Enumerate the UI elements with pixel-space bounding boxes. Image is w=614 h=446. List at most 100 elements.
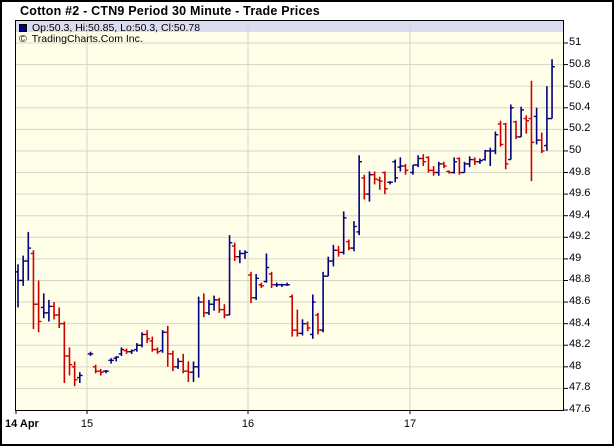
y-axis-label: 49.8 xyxy=(569,165,591,178)
ohlc-bar xyxy=(92,364,99,374)
ohlc-bar xyxy=(154,347,161,354)
ohlc-bar xyxy=(118,347,125,357)
ohlc-bar xyxy=(30,250,37,330)
ohlc-bar xyxy=(25,231,32,281)
ohlc-bar xyxy=(366,171,373,202)
ohlc-bar xyxy=(206,299,212,316)
ohlc-bar xyxy=(356,155,362,236)
ohlc-bar xyxy=(392,159,398,183)
ohlc-bar xyxy=(128,349,135,354)
ohlc-bar xyxy=(201,293,207,318)
y-axis-label: 49.2 xyxy=(569,230,591,243)
ohlc-bar xyxy=(482,149,488,161)
y-axis-label: 48.6 xyxy=(569,295,591,308)
ohlc-bar xyxy=(242,250,248,259)
y-axis-label: 50.8 xyxy=(569,57,591,70)
ohlc-bar xyxy=(190,361,197,382)
x-axis-label: 14 Apr xyxy=(5,418,39,430)
ohlc-bar xyxy=(98,368,104,376)
ohlc-bar xyxy=(268,271,275,289)
ohlc-bar xyxy=(211,295,217,311)
ohlc-bar xyxy=(523,115,530,134)
x-axis-label: 15 xyxy=(80,418,94,430)
legend-ohlc-values: Op:50.3, Hi:50.85, Lo:50.3, Cl:50.78 xyxy=(32,22,201,34)
ohlc-bar xyxy=(253,273,259,300)
ohlc-bar xyxy=(284,282,290,286)
ohlc-bar xyxy=(108,358,114,364)
y-axis-label: 49.4 xyxy=(569,208,591,221)
ohlc-bar xyxy=(472,157,478,165)
ohlc-bar xyxy=(446,170,452,174)
ohlc-bar xyxy=(20,255,26,286)
ohlc-bar xyxy=(226,235,233,316)
ohlc-bar xyxy=(159,330,166,353)
ohlc-bar xyxy=(320,271,326,333)
y-axis-label: 51 xyxy=(569,36,582,48)
copyright-text: TradingCharts.Com Inc. xyxy=(31,33,143,45)
ohlc-bar xyxy=(487,147,494,167)
ohlc-bar xyxy=(330,244,337,267)
ohlc-bar xyxy=(144,330,150,344)
ohlc-bar xyxy=(477,158,483,164)
ohlc-bar xyxy=(40,293,47,319)
y-axis-label: 48 xyxy=(569,359,582,372)
ohlc-bar xyxy=(376,176,383,190)
ohlc-bar xyxy=(258,282,265,289)
legend-strip xyxy=(16,21,563,32)
ohlc-bar xyxy=(397,157,404,172)
ohlc-bar xyxy=(497,120,504,147)
ohlc-bar xyxy=(325,256,332,277)
ohlc-bar xyxy=(61,321,68,384)
ohlc-bar xyxy=(71,361,78,387)
ohlc-bar xyxy=(103,370,109,374)
y-axis-label: 47.8 xyxy=(569,381,591,394)
ohlc-bar xyxy=(461,161,468,174)
ohlc-bar xyxy=(544,86,550,151)
ohlc-bar xyxy=(441,161,447,169)
ohlc-bar xyxy=(508,104,514,161)
ohlc-bar xyxy=(340,211,347,255)
ohlc-bar xyxy=(538,132,545,154)
ohlc-bar xyxy=(231,242,238,262)
y-axis-label: 49.6 xyxy=(569,187,591,200)
ohlc-bar xyxy=(134,343,140,352)
ohlc-bar xyxy=(56,307,62,328)
series-marker-icon xyxy=(19,24,27,32)
ohlc-bar xyxy=(299,319,306,336)
ohlc-bar xyxy=(248,271,254,304)
ohlc-bar xyxy=(216,297,223,313)
ohlc-bar xyxy=(185,361,192,382)
ohlc-bar xyxy=(425,156,432,173)
ohlc-bar xyxy=(195,296,202,378)
ohlc-bar xyxy=(435,161,442,176)
ohlc-bar xyxy=(518,106,524,138)
ohlc-bar xyxy=(466,156,473,168)
ohlc-bar xyxy=(51,302,57,320)
ohlc-bar xyxy=(410,164,416,175)
y-axis-label: 48.4 xyxy=(569,316,591,329)
y-axis-label: 49 xyxy=(569,251,582,264)
ohlc-bar xyxy=(420,154,427,167)
ohlc-bar xyxy=(263,253,270,283)
ohlc-bar xyxy=(430,166,437,176)
y-axis-label: 48.8 xyxy=(569,273,591,286)
ohlc-bar xyxy=(180,353,186,374)
plot-background xyxy=(16,20,563,410)
ohlc-bar xyxy=(533,107,540,145)
ohlc-bar xyxy=(289,294,295,337)
ohlc-bar xyxy=(170,350,176,372)
ohlc-bar xyxy=(149,336,156,352)
x-axis-label: 16 xyxy=(241,418,255,430)
ohlc-bar xyxy=(549,59,555,120)
ohlc-bar xyxy=(304,321,311,332)
ohlc-bar xyxy=(294,309,301,337)
ohlc-bar xyxy=(415,155,421,168)
y-axis-label: 50 xyxy=(569,143,582,156)
ohlc-bar xyxy=(113,356,120,362)
ohlc-bar xyxy=(237,250,243,264)
ohlc-bar xyxy=(361,174,368,200)
ohlc-bar xyxy=(502,122,509,170)
ohlc-bar xyxy=(310,294,316,339)
ohlc-bar xyxy=(402,163,409,175)
